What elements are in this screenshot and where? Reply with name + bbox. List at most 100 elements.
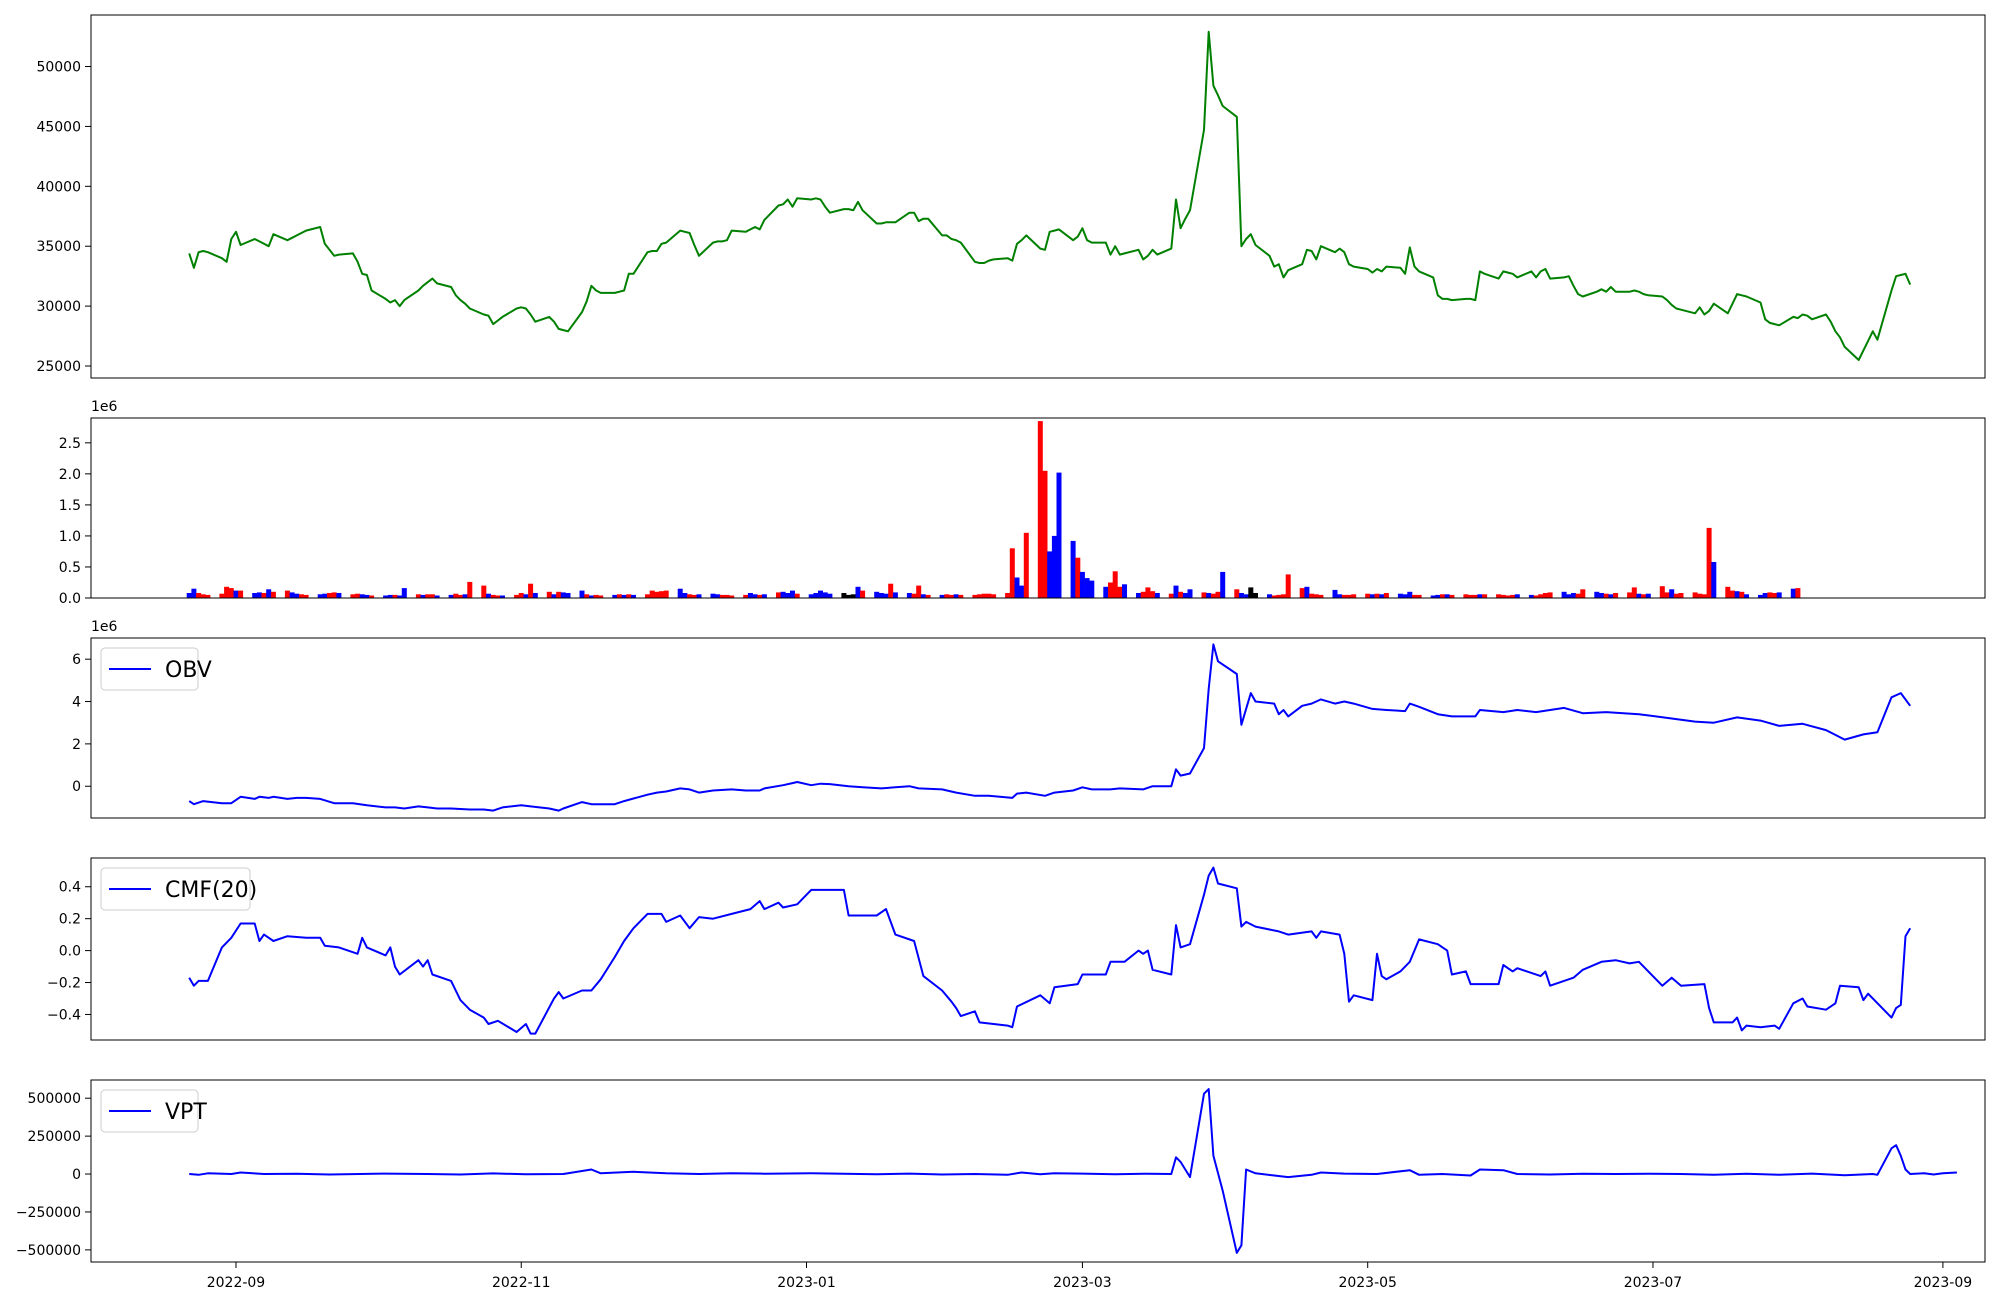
volume-bar (528, 583, 534, 598)
volume-bar (822, 592, 828, 598)
volume-bar (878, 593, 884, 598)
volume-bar (687, 594, 693, 598)
volume-bar (1168, 593, 1174, 598)
volume-bar (1154, 593, 1160, 598)
volume-bar (1337, 594, 1343, 598)
volume-bar (1383, 593, 1389, 598)
volume-bar (462, 594, 468, 598)
volume-bar (1790, 588, 1796, 598)
volume-bar (523, 594, 529, 598)
volume-bar (546, 591, 552, 598)
volume-bar (710, 593, 716, 598)
volume-bar (1397, 593, 1403, 598)
obv-ytick-label: 4 (72, 695, 81, 711)
volume-bar (626, 594, 632, 598)
volume-bar (1631, 587, 1637, 598)
volume-bar (560, 592, 566, 598)
price-axes-frame (90, 14, 1986, 379)
volume-bar (621, 594, 627, 598)
volume-bar (1210, 593, 1216, 598)
volume-bar (1187, 589, 1193, 598)
volume-bar (1178, 591, 1184, 598)
volume-ytick-label: 2.0 (59, 467, 81, 483)
volume-bar (1341, 594, 1347, 598)
x-tick-label: 2023-05 (1338, 1275, 1397, 1291)
volume-bar (1369, 594, 1375, 598)
volume-bar (1047, 551, 1053, 598)
volume-bar (294, 593, 300, 598)
volume-bar (593, 594, 599, 598)
volume-bar (1351, 594, 1357, 598)
volume-bar (327, 593, 332, 598)
volume-bar (364, 594, 370, 598)
volume-bar (284, 590, 290, 598)
price-data (188, 30, 1912, 361)
volume-bar (500, 595, 505, 598)
price-ytick-label: 30000 (36, 299, 81, 315)
x-tick-label: 2023-01 (777, 1275, 836, 1291)
volume-offset-label: 1e6 (91, 399, 118, 415)
volume-axes-frame (90, 417, 1986, 599)
volume-bar (565, 593, 571, 598)
volume-bar (1318, 594, 1324, 598)
volume-bar (1571, 593, 1576, 598)
volume-bar (1416, 594, 1422, 598)
volume-bar (794, 593, 800, 598)
vpt-ytick-label: −500000 (16, 1243, 81, 1259)
volume-bar (1706, 527, 1712, 598)
volume-bar (757, 594, 763, 598)
volume-bar (425, 594, 431, 598)
volume-bar (1276, 594, 1282, 598)
volume-bar (977, 594, 982, 598)
volume-bar (448, 594, 454, 598)
obv-ytick-label: 6 (72, 652, 81, 668)
volume-panel: 0.0 0.5 1.0 1.5 2.0 2.5 1e6 (59, 399, 1986, 607)
volume-bar (752, 594, 758, 598)
volume-bar (186, 593, 192, 598)
volume-bar (1182, 593, 1188, 598)
volume-bar (1538, 594, 1544, 598)
volume-bar (1056, 472, 1062, 598)
volume-bar (1472, 594, 1478, 598)
volume-bar (1220, 571, 1226, 598)
volume-bar (1037, 421, 1043, 598)
x-tick-label: 2022-11 (492, 1275, 551, 1291)
volume-bar (719, 594, 725, 598)
volume-bar (785, 593, 791, 598)
volume-bar (1234, 589, 1240, 598)
volume-bar (1701, 594, 1707, 598)
obv-panel: 0 2 4 6 1e6 OBV (72, 619, 1986, 819)
price-ytick-label: 35000 (36, 239, 81, 255)
volume-bar (584, 594, 590, 598)
obv-axes-frame (90, 637, 1986, 819)
volume-bar (1112, 571, 1118, 598)
cmf-axes-frame (90, 857, 1986, 1041)
volume-bar (855, 586, 861, 598)
price-panel: 25000 30000 35000 40000 45000 50000 (36, 14, 1986, 379)
volume-bar (1636, 593, 1642, 598)
volume-bar (925, 594, 931, 598)
volume-bar (298, 594, 304, 598)
volume-bar (1136, 593, 1141, 598)
volume-bar (850, 594, 856, 598)
volume-bar (401, 588, 407, 598)
volume-bar (1669, 589, 1675, 598)
volume-ytick-label: 0.0 (59, 591, 81, 607)
volume-bar (1103, 586, 1109, 598)
volume-bar (518, 593, 524, 598)
volume-bar (1772, 593, 1778, 598)
volume-bar (256, 592, 262, 598)
volume-bar (579, 590, 585, 598)
volume-bar (818, 590, 823, 598)
volume-bar (331, 592, 337, 598)
x-tick-label: 2023-09 (1914, 1275, 1973, 1291)
volume-bar (1309, 593, 1315, 598)
price-ytick-label: 50000 (36, 60, 81, 76)
volume-bar (939, 594, 945, 598)
volume-bar (1430, 595, 1436, 598)
volume-bar (1173, 585, 1179, 598)
volume-bar (874, 591, 880, 598)
volume-bar (1664, 592, 1670, 598)
volume-bar (359, 594, 365, 598)
